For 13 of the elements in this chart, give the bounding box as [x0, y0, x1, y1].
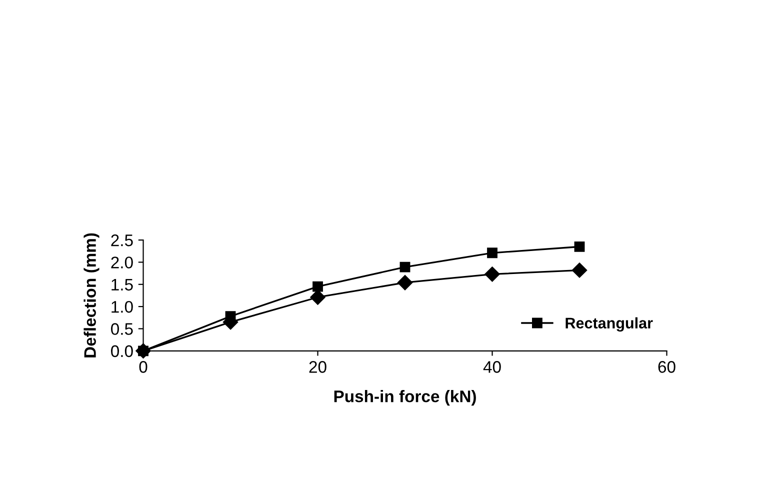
legend-label: Rectangular: [566, 317, 653, 332]
y-tick-label: 0.0: [111, 345, 133, 358]
y-tick-label: 2.5: [111, 234, 133, 246]
y-axis-title: Deflection (mm): [84, 233, 100, 358]
x-tick-label: 40: [483, 361, 501, 373]
x-axis-title: Push-in force (kN): [334, 390, 476, 406]
y-tick-label: 0.5: [111, 323, 133, 335]
y-tick-label: 1.5: [112, 278, 133, 291]
y-tick-label: 2.0: [111, 256, 133, 268]
x-tick-label: 20: [309, 361, 326, 373]
x-tick-label: 60: [658, 361, 676, 373]
x-tick-label: 0: [139, 361, 148, 373]
y-tick-label: 1.0: [112, 300, 133, 313]
